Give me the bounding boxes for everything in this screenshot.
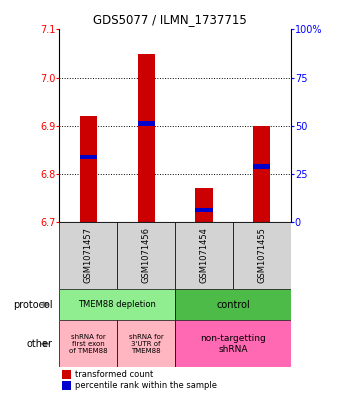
Text: transformed count: transformed count	[74, 370, 153, 378]
Text: GSM1071455: GSM1071455	[257, 228, 266, 283]
Bar	[233, 222, 291, 289]
Bar	[195, 208, 212, 213]
Bar	[175, 320, 291, 367]
Text: percentile rank within the sample: percentile rank within the sample	[74, 381, 217, 390]
Text: control: control	[216, 299, 250, 310]
Text: protocol: protocol	[13, 299, 53, 310]
Bar	[137, 53, 155, 222]
Text: non-targetting
shRNA: non-targetting shRNA	[200, 334, 266, 354]
Text: shRNA for
3'UTR of
TMEM88: shRNA for 3'UTR of TMEM88	[129, 334, 164, 354]
Text: GDS5077 / ILMN_1737715: GDS5077 / ILMN_1737715	[93, 13, 247, 26]
Text: TMEM88 depletion: TMEM88 depletion	[78, 300, 156, 309]
Bar	[62, 381, 71, 390]
Bar	[59, 289, 175, 320]
Bar	[59, 222, 117, 289]
Text: shRNA for
first exon
of TMEM88: shRNA for first exon of TMEM88	[69, 334, 108, 354]
Bar	[137, 121, 155, 126]
Bar	[59, 320, 117, 367]
Bar	[253, 126, 270, 222]
Bar	[253, 164, 270, 169]
Text: GSM1071456: GSM1071456	[142, 228, 151, 283]
Bar	[80, 116, 97, 222]
Bar	[62, 370, 71, 378]
Bar	[117, 222, 175, 289]
Text: other: other	[27, 339, 53, 349]
Text: GSM1071457: GSM1071457	[84, 228, 93, 283]
Bar	[175, 222, 233, 289]
Bar	[175, 289, 291, 320]
Bar	[195, 188, 212, 222]
Bar	[80, 155, 97, 160]
Bar	[117, 320, 175, 367]
Text: GSM1071454: GSM1071454	[200, 228, 208, 283]
